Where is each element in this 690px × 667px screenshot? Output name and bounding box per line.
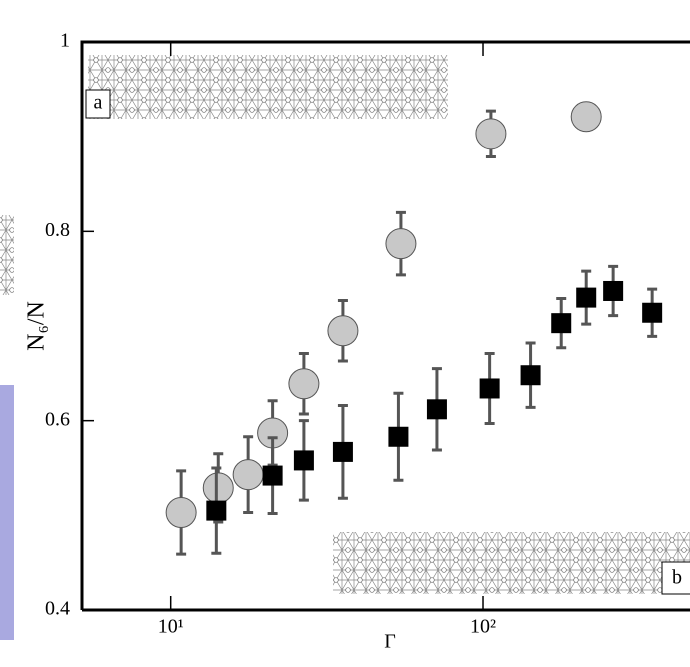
label-box xyxy=(661,561,690,595)
lattice-inset-b xyxy=(333,532,690,594)
circle-marker xyxy=(475,118,507,150)
x-axis-label: Γ xyxy=(384,631,396,653)
square-marker xyxy=(388,426,409,447)
x-tick-label: 10² xyxy=(470,616,496,638)
circle-marker xyxy=(327,315,359,347)
square-marker xyxy=(426,399,447,420)
y-axis-label: N₆/N xyxy=(24,301,50,351)
square-marker xyxy=(293,450,314,471)
annotation: a xyxy=(94,92,103,114)
y-tick-label: 0.8 xyxy=(45,219,70,241)
side-lattice xyxy=(0,215,14,295)
circle-marker xyxy=(385,228,417,260)
square-marker xyxy=(576,287,597,308)
y-tick-label: 0.6 xyxy=(45,408,70,430)
square-marker xyxy=(332,441,353,462)
square-marker xyxy=(551,313,572,334)
y-tick-label: 0.4 xyxy=(45,598,70,620)
circle-marker xyxy=(202,472,234,504)
square-marker xyxy=(262,465,283,486)
x-tick-label: 10¹ xyxy=(158,616,184,638)
circle-marker xyxy=(288,368,320,400)
y-tick-label: 1 xyxy=(60,30,70,52)
lattice-inset-a xyxy=(88,55,448,119)
square-marker xyxy=(520,365,541,386)
circle-marker xyxy=(165,496,197,528)
square-marker xyxy=(642,302,663,323)
circle-marker xyxy=(232,459,264,491)
circle-marker xyxy=(570,101,602,133)
label-box xyxy=(85,89,111,119)
side-panel xyxy=(0,385,14,640)
square-marker xyxy=(479,378,500,399)
annotation: b xyxy=(672,567,682,589)
square-marker xyxy=(206,500,227,521)
square-marker xyxy=(603,280,624,301)
